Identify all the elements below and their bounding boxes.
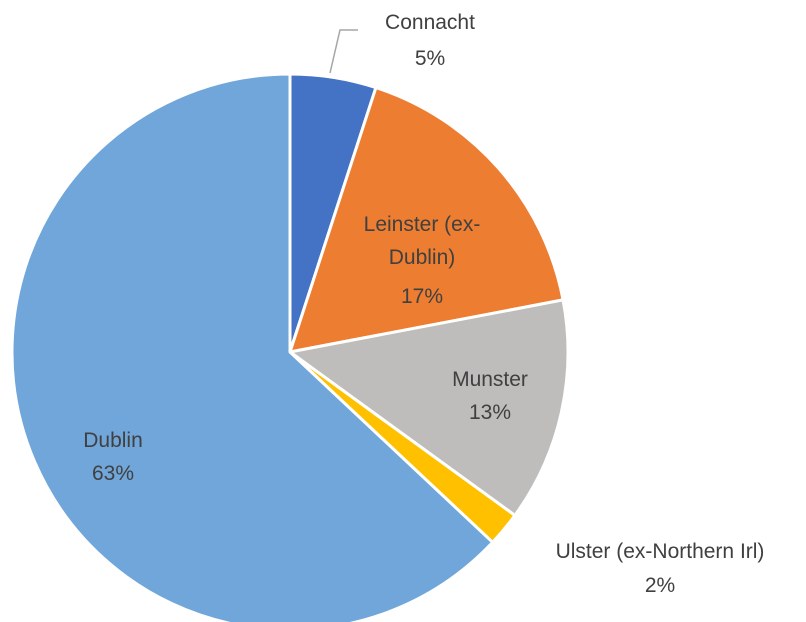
slice-value-label: 17% [400, 285, 444, 308]
slice-label: Munster [452, 368, 528, 391]
slice-value-label: 5% [414, 47, 446, 70]
pie-slice [288, 86, 565, 354]
slice-value-label: 13% [468, 401, 512, 424]
slice-label: Connacht [385, 11, 475, 34]
leader-line [329, 29, 358, 74]
slice-label: Ulster (ex-Northern Irl) [555, 540, 765, 563]
slice-value-label: 63% [91, 462, 135, 485]
slice-label: Dublin [83, 429, 143, 452]
slice-value-label: 2% [644, 574, 676, 597]
slice-label: Leinster (ex-Dublin) [363, 213, 481, 269]
pie-slice [288, 298, 570, 517]
pie-slice [10, 72, 495, 622]
